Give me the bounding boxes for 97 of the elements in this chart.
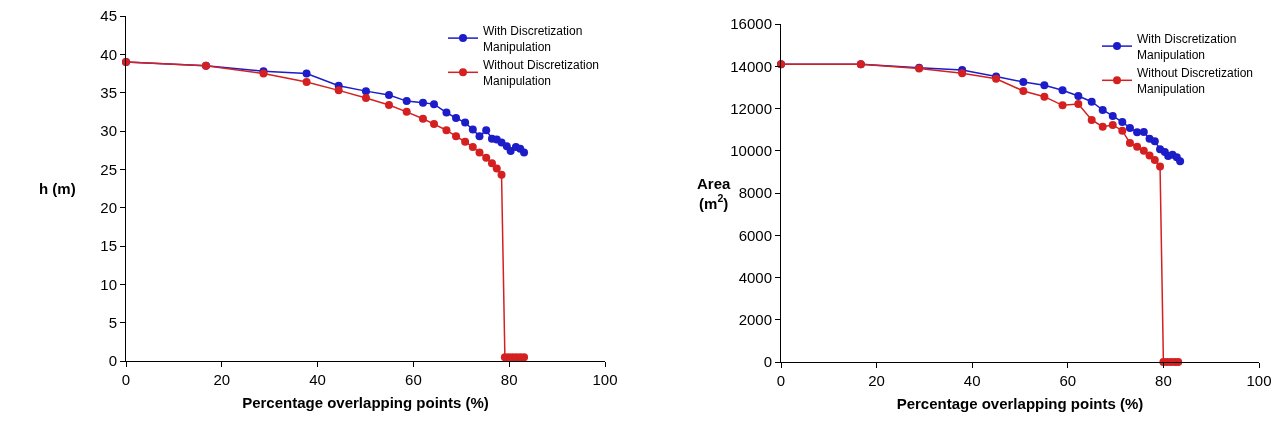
point: [1118, 118, 1127, 127]
y-tick-label: 14000: [730, 57, 772, 75]
legend-label: Without Discretization Manipulation: [483, 58, 600, 88]
point: [1125, 138, 1134, 147]
x-tick-label: 100: [1246, 372, 1272, 389]
point: [302, 77, 311, 86]
point: [442, 108, 451, 117]
y-tick-label: 10000: [730, 142, 772, 159]
x-tick-label: 80: [500, 371, 518, 388]
point: [506, 146, 515, 155]
y-tick-label: 5: [108, 313, 117, 331]
point: [1019, 86, 1028, 95]
legend-label: With Discretization Manipulation: [483, 23, 583, 54]
point: [461, 137, 470, 146]
y-axis-title: Area (m$^{2}$): [697, 175, 732, 212]
point: [1145, 151, 1154, 160]
point: [1139, 127, 1148, 136]
point: [1150, 156, 1159, 165]
point: [452, 132, 461, 141]
y-axis-title: h (m): [39, 180, 76, 197]
point: [1098, 122, 1107, 131]
x-tick-label: 60: [405, 371, 422, 388]
y-tick-label: 20: [100, 198, 117, 216]
point: [1125, 123, 1134, 132]
x-tick-label: 20: [868, 372, 885, 389]
point: [1019, 78, 1028, 87]
point: [1133, 128, 1142, 137]
point: [402, 107, 411, 116]
point: [430, 100, 438, 109]
point: [1150, 137, 1159, 146]
y-tick-label: 2000: [738, 311, 772, 328]
point: [452, 113, 461, 122]
point: [384, 90, 393, 99]
point: [1176, 157, 1185, 166]
point: [402, 97, 411, 106]
y-tick-label: 0: [763, 353, 772, 371]
point: [430, 120, 438, 129]
point: [418, 114, 427, 123]
legend-label: Without Discretization Manipulation: [1137, 66, 1254, 96]
y-tick-label: 30: [100, 122, 117, 140]
point: [1074, 100, 1083, 109]
point: [1118, 126, 1127, 135]
point: [1108, 120, 1117, 129]
y-tick-label: 8000: [738, 184, 772, 202]
y-tick-label: 40: [100, 45, 117, 63]
point: [520, 148, 529, 157]
x-tick-label: 0: [121, 371, 131, 388]
point: [468, 125, 477, 134]
x-tick-label: 100: [592, 371, 618, 388]
point: [384, 100, 393, 109]
point: [475, 148, 484, 157]
point: [468, 143, 477, 152]
point: [1040, 81, 1049, 90]
x-tick-label: 60: [1059, 372, 1077, 389]
point: [1040, 92, 1049, 101]
point: [497, 170, 506, 179]
y-tick-label: 35: [100, 83, 117, 101]
point: [1087, 115, 1096, 124]
y-tick-label: 10: [100, 275, 117, 293]
y-tick-label: 12000: [730, 99, 772, 117]
point: [1098, 105, 1107, 114]
point: [482, 126, 491, 135]
point: [334, 86, 343, 95]
x-tick-label: 40: [309, 371, 326, 388]
point: [302, 69, 311, 78]
point: [442, 126, 451, 135]
point: [1156, 162, 1165, 171]
y-tick-label: 4000: [738, 268, 772, 286]
y-tick-label: 16000: [730, 15, 772, 33]
point: [461, 118, 470, 127]
x-tick-label: 20: [213, 371, 231, 388]
point: [1108, 111, 1117, 120]
x-axis-title: Percentage overlapping points (%): [896, 395, 1144, 412]
x-axis-title: Percentage overlapping points (%): [242, 394, 489, 411]
point: [487, 159, 496, 168]
point: [475, 132, 484, 141]
x-tick-label: 0: [776, 372, 786, 389]
y-tick-label: 0: [108, 352, 117, 370]
point: [482, 153, 491, 162]
point: [418, 98, 427, 107]
point: [361, 87, 370, 96]
point: [361, 94, 370, 103]
legend-label: With Discretization Manipulation: [1137, 31, 1237, 62]
point: [1139, 146, 1148, 155]
point: [1074, 92, 1083, 101]
x-tick-label: 40: [963, 372, 981, 389]
point: [1087, 97, 1096, 106]
point: [1058, 86, 1067, 95]
point: [520, 353, 529, 362]
y-tick-label: 25: [100, 160, 117, 178]
x-tick-label: 80: [1155, 372, 1172, 389]
y-tick-label: 15: [100, 237, 117, 255]
y-tick-label: 45: [100, 7, 117, 25]
point: [1058, 101, 1067, 110]
point: [492, 164, 501, 173]
point: [1133, 142, 1142, 151]
y-tick-label: 6000: [738, 226, 772, 244]
